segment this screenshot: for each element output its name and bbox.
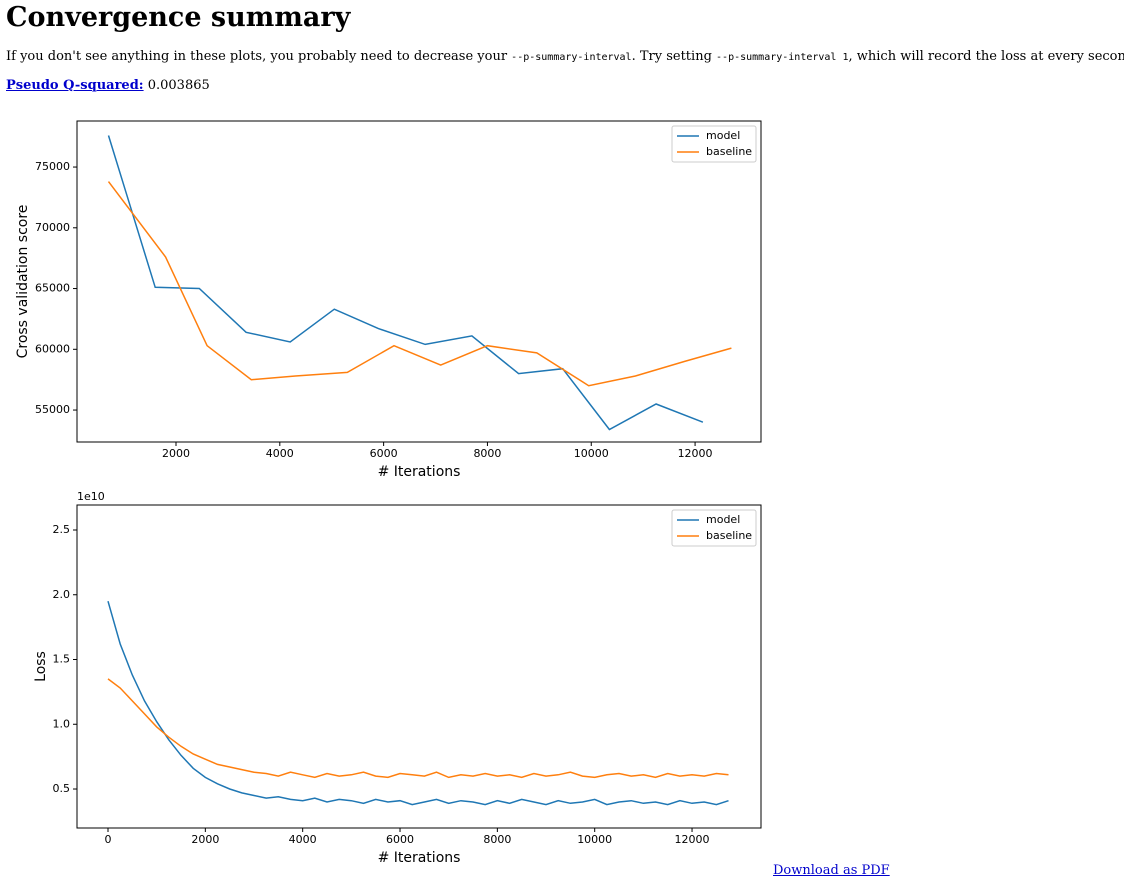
code: --p-summary-interval: [511, 52, 632, 63]
offset-label: 1e10: [77, 490, 105, 503]
download-link[interactable]: Download as PDF: [773, 863, 890, 878]
x-tick-label: 0: [105, 833, 112, 846]
intro-text: If you don't see anything in these plots…: [6, 49, 512, 64]
x-tick-label: 2000: [191, 833, 219, 846]
y-axis-label: Loss: [33, 651, 49, 682]
page-title: Convergence summary: [6, 2, 351, 33]
intro-text: . Try setting: [631, 49, 717, 64]
line: [107, 600, 729, 806]
q-squared-value: 0.003865: [147, 78, 210, 93]
x-tick-label: 8000: [483, 833, 511, 846]
legend-label: model: [706, 129, 740, 142]
y-tick-label: 70000: [35, 221, 70, 234]
x-tick-label: 10000: [574, 447, 609, 460]
y-tick-label: 1.0: [53, 717, 71, 730]
legend-box: [671, 509, 757, 547]
line: [107, 135, 704, 431]
x-tick-label: 4000: [289, 833, 317, 846]
x-tick-label: 12000: [678, 447, 713, 460]
code: --p-summary-interval 1: [716, 52, 849, 63]
x-tick-label: 4000: [266, 447, 294, 460]
intro: If you don't see anything in these plots…: [6, 49, 1124, 64]
y-tick-label: 1.5: [53, 653, 71, 666]
x-tick-label: 10000: [577, 833, 612, 846]
line: [107, 678, 729, 779]
plot-frame: [76, 120, 762, 443]
intro-text: , which will record the loss at every se…: [848, 49, 1124, 64]
y-tick-label: 60000: [35, 342, 70, 355]
y-tick-label: 0.5: [53, 782, 71, 795]
y-axis-label: Cross validation score: [15, 205, 31, 359]
x-tick-label: 6000: [370, 447, 398, 460]
legend-label: baseline: [706, 529, 752, 542]
legend-label: model: [706, 513, 740, 526]
x-axis-label: # Iterations: [378, 464, 461, 480]
x-tick-label: 2000: [162, 447, 190, 460]
y-tick-label: 2.5: [53, 523, 71, 536]
y-tick-label: 2.0: [53, 588, 71, 601]
q-squared: Pseudo Q-squared: 0.003865: [6, 78, 210, 93]
line: [107, 181, 732, 387]
x-tick-label: 8000: [473, 447, 501, 460]
legend-label: baseline: [706, 145, 752, 158]
y-tick-label: 55000: [35, 403, 70, 416]
plot-frame: [76, 504, 762, 829]
x-axis-label: # Iterations: [378, 850, 461, 866]
q-squared-link[interactable]: Pseudo Q-squared:: [6, 78, 144, 93]
legend-box: [671, 125, 757, 163]
y-tick-label: 65000: [35, 282, 70, 295]
x-tick-label: 12000: [675, 833, 710, 846]
y-tick-label: 75000: [35, 160, 70, 173]
x-tick-label: 6000: [386, 833, 414, 846]
